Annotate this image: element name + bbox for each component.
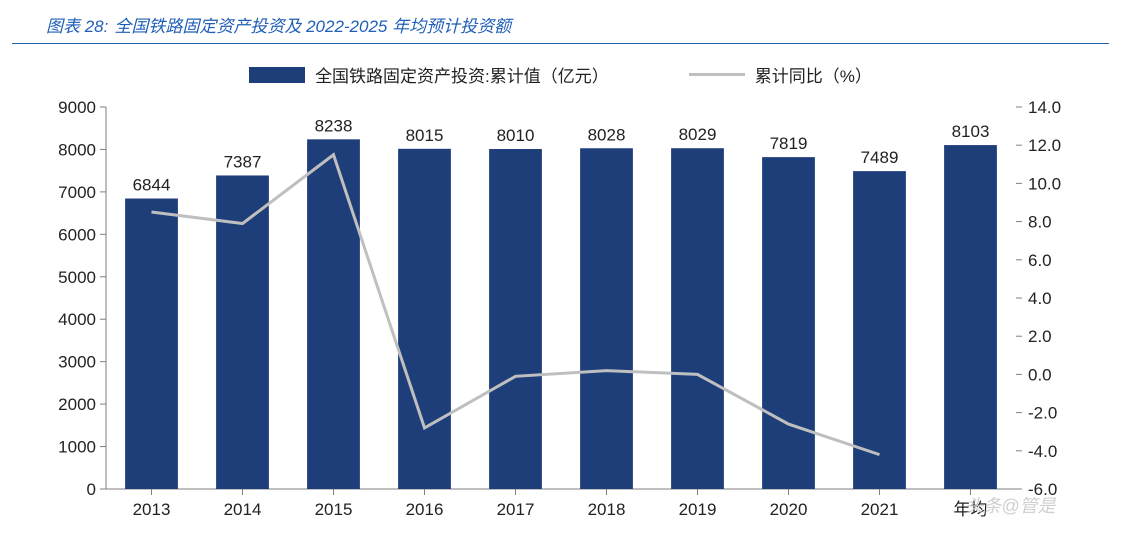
bar-value-label: 8028 bbox=[587, 125, 625, 144]
y-right-tick-label: -4.0 bbox=[1028, 442, 1057, 461]
bar-value-label: 8029 bbox=[678, 125, 716, 144]
bar bbox=[307, 139, 360, 489]
x-tick-label: 2020 bbox=[769, 500, 807, 519]
bar-swatch-icon bbox=[249, 67, 305, 83]
chart-container: 0 1000 2000 3000 4000 5000 6000 7000 8000 9000 -6.… bbox=[26, 97, 1096, 542]
bar-value-label: 8015 bbox=[405, 126, 443, 145]
bar-value-label: 8103 bbox=[951, 122, 989, 141]
y-right-tick-label: 0.0 bbox=[1028, 365, 1052, 384]
figure-number: 图表 28: bbox=[46, 12, 108, 37]
x-tick-label: 2019 bbox=[678, 500, 716, 519]
bar bbox=[580, 148, 633, 489]
bar bbox=[489, 149, 542, 489]
y-right-tick-label: 6.0 bbox=[1028, 251, 1052, 270]
x-tick-label: 2017 bbox=[496, 500, 534, 519]
x-tick-label: 年均 bbox=[953, 500, 987, 519]
bar-value-label: 7819 bbox=[769, 134, 807, 153]
y-right-tick-label: 2.0 bbox=[1028, 327, 1052, 346]
legend-bar: 全国铁路固定资产投资:累计值（亿元） bbox=[249, 62, 609, 87]
y-right-tick-label: 10.0 bbox=[1028, 174, 1061, 193]
y-left-tick-label: 4000 bbox=[58, 310, 96, 329]
y-left-tick-label: 6000 bbox=[58, 225, 96, 244]
bar-value-label: 7387 bbox=[223, 152, 261, 171]
y-left-tick-label: 0 bbox=[86, 480, 95, 499]
legend-line-label: 累计同比（%） bbox=[755, 62, 872, 87]
y-right-tick-label: 8.0 bbox=[1028, 213, 1052, 232]
legend-bar-label: 全国铁路固定资产投资:累计值（亿元） bbox=[315, 62, 609, 87]
bar bbox=[762, 157, 815, 489]
bar bbox=[125, 199, 178, 489]
bar bbox=[853, 171, 906, 489]
figure-title-text: 全国铁路固定资产投资及 2022-2025 年均预计投资额 bbox=[114, 12, 511, 37]
line-swatch-icon bbox=[689, 73, 745, 76]
bar bbox=[671, 148, 724, 489]
x-tick-label: 2021 bbox=[860, 500, 898, 519]
x-tick-label: 2018 bbox=[587, 500, 625, 519]
figure-title: 图表 28: 全国铁路固定资产投资及 2022-2025 年均预计投资额 bbox=[12, 8, 1109, 44]
legend-line: 累计同比（%） bbox=[689, 62, 872, 87]
y-left-tick-label: 3000 bbox=[58, 353, 96, 372]
y-right-tick-label: -2.0 bbox=[1028, 404, 1057, 423]
y-right-tick-label: 4.0 bbox=[1028, 289, 1052, 308]
x-tick-label: 2013 bbox=[132, 500, 170, 519]
x-tick-label: 2014 bbox=[223, 500, 261, 519]
y-left-tick-label: 1000 bbox=[58, 438, 96, 457]
y-left-tick-label: 2000 bbox=[58, 395, 96, 414]
chart-svg: 0 1000 2000 3000 4000 5000 6000 7000 8000 9000 -6.… bbox=[26, 97, 1096, 537]
x-tick-label: 2015 bbox=[314, 500, 352, 519]
y-right-tick-label: 12.0 bbox=[1028, 136, 1061, 155]
bar-value-label: 8010 bbox=[496, 126, 534, 145]
bar-value-label: 7489 bbox=[860, 148, 898, 167]
chart-legend: 全国铁路固定资产投资:累计值（亿元） 累计同比（%） bbox=[12, 62, 1109, 87]
bar bbox=[944, 145, 997, 489]
y-right-tick-label: -6.0 bbox=[1028, 480, 1057, 499]
y-left-tick-label: 7000 bbox=[58, 183, 96, 202]
bar bbox=[398, 149, 451, 489]
y-left-tick-label: 5000 bbox=[58, 268, 96, 287]
y-left-tick-label: 8000 bbox=[58, 140, 96, 159]
y-left-tick-label: 9000 bbox=[58, 98, 96, 117]
y-right-tick-label: 14.0 bbox=[1028, 98, 1061, 117]
bar-value-label: 6844 bbox=[132, 176, 170, 195]
x-tick-label: 2016 bbox=[405, 500, 443, 519]
bar-value-label: 8238 bbox=[314, 116, 352, 135]
